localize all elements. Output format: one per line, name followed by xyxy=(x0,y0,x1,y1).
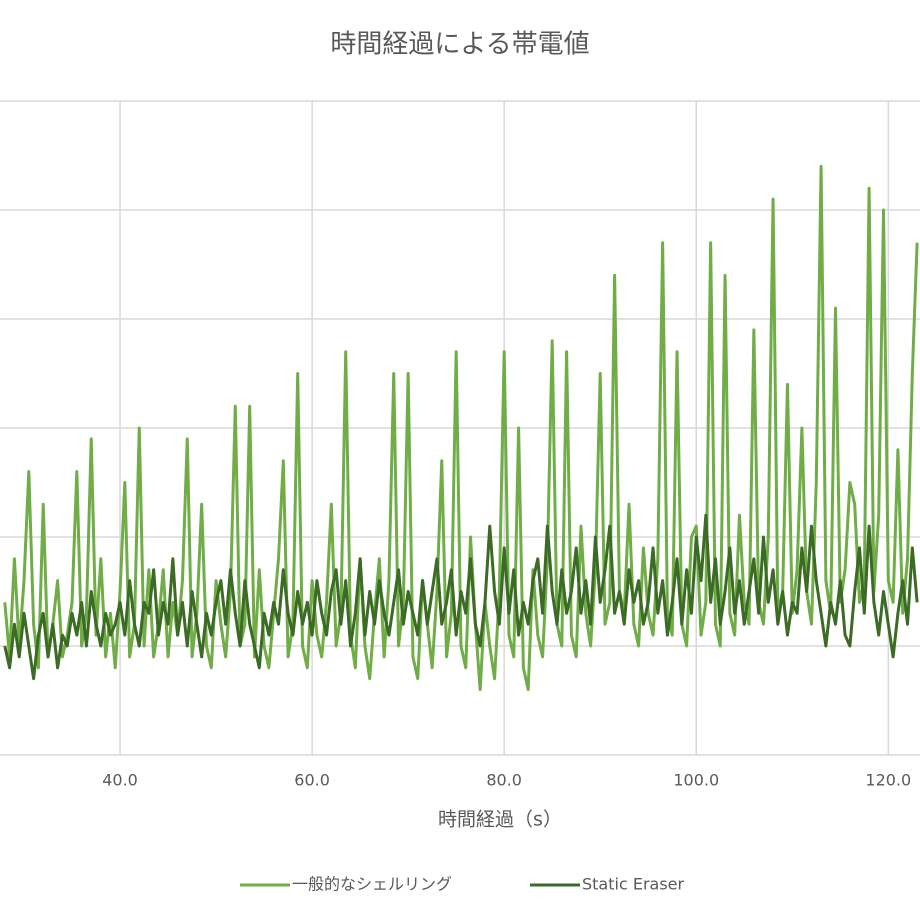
legend: 一般的なシェルリング Static Eraser xyxy=(240,875,685,894)
x-tick-label: 60.0 xyxy=(294,771,330,790)
x-axis-title: 時間経過（s） xyxy=(438,809,562,831)
plot xyxy=(3,164,919,692)
legend-label: 一般的なシェルリング xyxy=(292,875,452,894)
x-tick-label: 120.0 xyxy=(865,771,911,790)
legend-label: Static Eraser xyxy=(582,875,685,894)
x-tick-label: 80.0 xyxy=(486,771,522,790)
series-line xyxy=(3,164,919,692)
chart-title: 時間経過による帯電値 xyxy=(330,30,589,60)
x-tick-label: 100.0 xyxy=(673,771,719,790)
series-line xyxy=(3,513,919,681)
x-tick-label: 40.0 xyxy=(102,771,138,790)
